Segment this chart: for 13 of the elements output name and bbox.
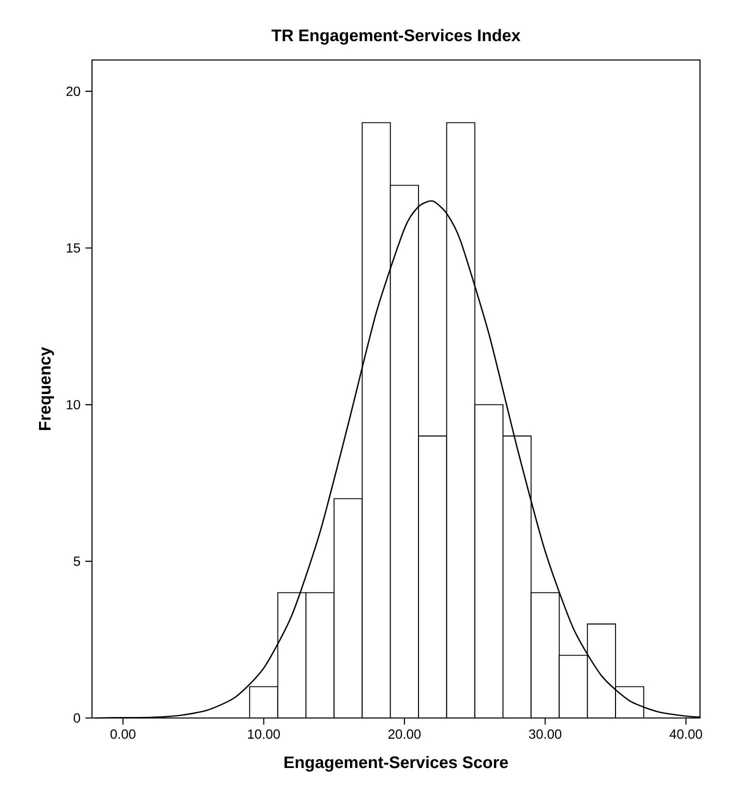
y-axis-title: Frequency xyxy=(39,346,54,430)
x-tick-label: 0.00 xyxy=(110,729,136,739)
chart-title: TR Engagement-Services Index xyxy=(272,29,520,45)
y-tick-label: 0 xyxy=(74,713,80,723)
y-tick-label: 5 xyxy=(74,556,80,566)
x-tick-label: 40.00 xyxy=(670,729,702,739)
y-tick-label: 15 xyxy=(66,243,80,253)
x-axis-title: Engagement-Services Score xyxy=(284,756,508,772)
x-tick-label: 20.00 xyxy=(388,729,421,739)
y-tick-label: 10 xyxy=(66,400,80,410)
y-tick-label: 20 xyxy=(66,86,80,96)
x-tick-label: 10.00 xyxy=(248,729,280,739)
x-tick-label: 30.00 xyxy=(529,729,562,739)
